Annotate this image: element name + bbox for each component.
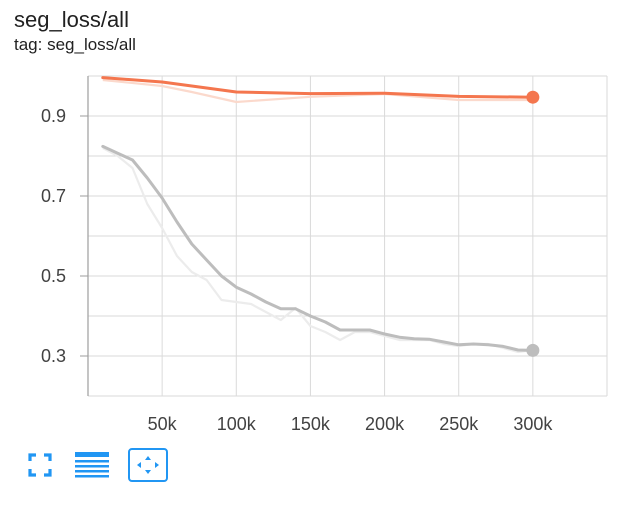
card-header: seg_loss/all tag: seg_loss/all xyxy=(14,6,136,56)
fullscreen-icon xyxy=(28,453,52,477)
y-tick-label: 0.7 xyxy=(41,186,66,206)
x-tick-label: 250k xyxy=(439,414,479,434)
y-tick-label: 0.5 xyxy=(41,266,66,286)
x-tick-label: 150k xyxy=(291,414,331,434)
series-1-raw-line xyxy=(102,147,534,354)
fit-domain-button[interactable] xyxy=(128,448,168,482)
chart-tag: tag: seg_loss/all xyxy=(14,35,136,54)
fit-domain-icon xyxy=(137,456,159,474)
x-tick-label: 100k xyxy=(217,414,257,434)
chart-toolbar xyxy=(26,446,188,484)
y-tick-label: 0.9 xyxy=(41,106,66,126)
series-1-last-point[interactable] xyxy=(526,343,540,357)
log-scale-button[interactable] xyxy=(74,450,110,480)
x-tick-label: 200k xyxy=(365,414,405,434)
line-chart[interactable]: 0.3 0.5 0.7 0.9 50k 100k 150k 200k 250k 300k xyxy=(0,0,630,440)
menu-lines-icon xyxy=(75,452,109,478)
series-1-smoothed-line[interactable] xyxy=(101,144,535,352)
series-0-smoothed-line[interactable] xyxy=(101,76,535,99)
x-tick-label: 300k xyxy=(513,414,553,434)
y-tick-label: 0.3 xyxy=(41,346,66,366)
series-0-raw-line xyxy=(102,78,533,104)
series-0-last-point[interactable] xyxy=(526,90,540,104)
fullscreen-button[interactable] xyxy=(26,451,54,479)
chart-title: seg_loss/all xyxy=(14,7,129,32)
x-tick-label: 50k xyxy=(148,414,178,434)
